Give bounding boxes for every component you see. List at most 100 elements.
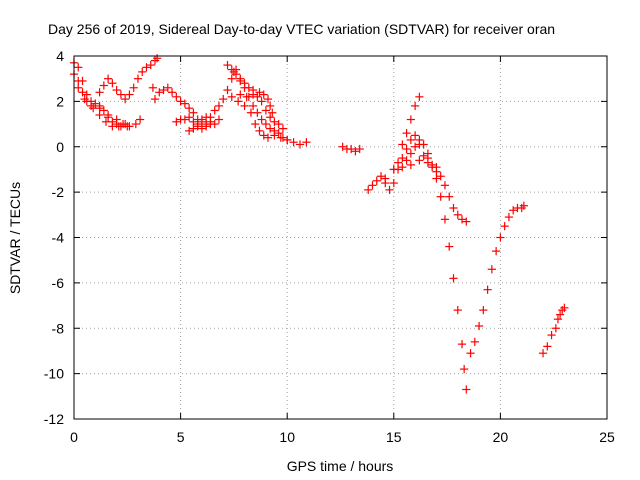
data-point (189, 124, 198, 133)
data-point (402, 156, 411, 165)
data-point (445, 242, 454, 251)
y-tick-label: 4 (56, 48, 64, 64)
data-point (223, 85, 232, 95)
data-point (95, 88, 104, 97)
data-point (415, 156, 424, 165)
data-point (210, 106, 219, 115)
data-point (185, 113, 194, 122)
data-point (432, 174, 441, 183)
data-point (253, 92, 262, 101)
data-point (146, 60, 155, 70)
data-point (197, 124, 207, 133)
data-point (108, 79, 117, 88)
data-point (406, 115, 415, 124)
data-point (457, 340, 467, 349)
data-point (496, 233, 505, 242)
data-point (114, 122, 123, 131)
data-point (474, 321, 484, 331)
data-point (492, 247, 501, 256)
data-point (389, 165, 398, 174)
y-tick-label: -6 (52, 275, 65, 291)
data-point (553, 315, 563, 324)
data-point (99, 81, 108, 90)
data-point (197, 115, 207, 124)
data-point (266, 101, 275, 111)
data-point (210, 119, 219, 129)
data-point (479, 306, 488, 315)
data-point (406, 149, 415, 158)
y-axis-title: SDTVAR / TECUs (7, 182, 23, 294)
data-point (415, 140, 424, 149)
data-point (347, 144, 356, 154)
data-point (457, 215, 467, 224)
x-tick-label: 10 (279, 429, 295, 445)
data-point (185, 126, 194, 135)
data-point (449, 274, 458, 283)
y-tick-label: -8 (52, 320, 65, 336)
data-point (242, 92, 251, 101)
data-point (163, 83, 172, 92)
data-point (453, 306, 462, 315)
data-point (393, 158, 403, 167)
data-point (227, 74, 236, 83)
data-point (547, 330, 556, 340)
x-tick-label: 25 (599, 429, 615, 445)
data-point (519, 201, 528, 210)
data-point (483, 285, 492, 294)
data-point (509, 206, 518, 215)
axis-ticks (73, 55, 608, 420)
data-point (338, 142, 347, 151)
data-point (445, 192, 454, 201)
data-point (436, 172, 445, 181)
data-point (86, 101, 96, 111)
data-point (551, 324, 560, 333)
data-point (261, 106, 270, 115)
data-point (470, 337, 479, 346)
data-point (351, 147, 360, 156)
data-point (411, 101, 420, 111)
data-point (82, 90, 91, 99)
data-point (189, 108, 198, 117)
data-point (543, 342, 552, 351)
data-point (240, 101, 249, 111)
data-point (229, 67, 238, 76)
data-point (419, 151, 428, 160)
data-point (411, 131, 420, 140)
data-point (155, 88, 164, 97)
data-point (185, 104, 194, 113)
data-point (104, 74, 113, 83)
data-point (259, 90, 268, 99)
data-point (423, 153, 433, 163)
data-point (246, 108, 256, 117)
data-point (462, 217, 471, 226)
data-point (80, 95, 89, 104)
data-point (255, 126, 264, 135)
data-point (74, 83, 83, 92)
data-point (560, 303, 569, 312)
data-point (99, 106, 108, 115)
data-point (440, 215, 450, 224)
data-point (125, 90, 134, 99)
x-tick-label: 20 (493, 429, 509, 445)
data-point (302, 138, 311, 147)
data-point (268, 108, 277, 117)
data-point (398, 140, 407, 149)
data-point (176, 97, 185, 106)
data-point (381, 174, 390, 183)
data-point (95, 110, 104, 120)
data-point (376, 172, 386, 181)
y-tick-label: -12 (44, 411, 64, 427)
data-point (248, 90, 258, 99)
data-point (259, 131, 268, 140)
data-point (449, 203, 458, 213)
x-tick-labels: 0 5 10 15 20 25 (70, 429, 615, 445)
data-point (159, 85, 168, 95)
data-point (74, 76, 83, 86)
y-tick-labels: -12 -10 -8 -6 -4 -2 0 2 4 (44, 48, 64, 427)
data-point (411, 142, 420, 151)
data-point (219, 95, 228, 104)
x-tick-label: 0 (70, 429, 78, 445)
data-point (180, 99, 189, 108)
data-point (148, 83, 157, 92)
data-point (101, 117, 111, 126)
